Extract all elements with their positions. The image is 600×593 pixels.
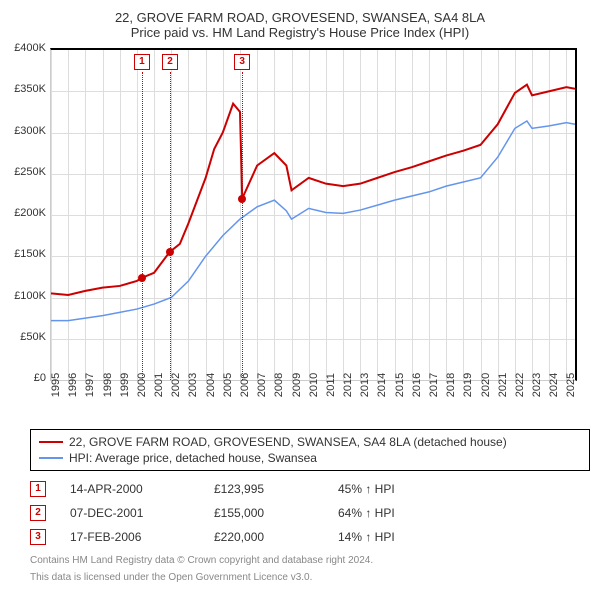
- legend-label: HPI: Average price, detached house, Swan…: [69, 451, 317, 465]
- x-tick-label: 2000: [136, 373, 148, 397]
- transaction-vs-hpi: 14% ↑ HPI: [338, 530, 395, 544]
- x-tick-label: 1995: [50, 373, 62, 397]
- x-tick-label: 2005: [222, 373, 234, 397]
- marker-line: [242, 72, 243, 380]
- transaction-marker-icon: 1: [30, 481, 46, 497]
- transaction-date: 14-APR-2000: [70, 482, 190, 496]
- marker-line: [170, 72, 171, 380]
- x-tick-label: 2018: [445, 373, 457, 397]
- legend-swatch: [39, 441, 63, 443]
- transaction-vs-hpi: 45% ↑ HPI: [338, 482, 395, 496]
- legend-row: HPI: Average price, detached house, Swan…: [39, 450, 581, 466]
- transaction-row: 3 17-FEB-2006 £220,000 14% ↑ HPI: [30, 525, 590, 549]
- marker-box: 1: [134, 54, 150, 70]
- y-tick-label: £50K: [20, 331, 46, 343]
- marker-line: [142, 72, 143, 380]
- x-tick-label: 2002: [170, 373, 182, 397]
- transaction-vs-hpi: 64% ↑ HPI: [338, 506, 395, 520]
- marker-dot: [238, 195, 246, 203]
- footnote-licence: This data is licensed under the Open Gov…: [30, 572, 590, 583]
- transaction-row: 1 14-APR-2000 £123,995 45% ↑ HPI: [30, 477, 590, 501]
- footnote-copyright: Contains HM Land Registry data © Crown c…: [30, 555, 590, 566]
- x-tick-label: 1996: [67, 373, 79, 397]
- y-tick-label: £400K: [14, 42, 46, 54]
- x-tick-label: 2001: [153, 373, 165, 397]
- chart-svg: [51, 50, 575, 380]
- x-axis: 1995199619971998199920002001200220032004…: [50, 381, 574, 421]
- y-tick-label: £150K: [14, 248, 46, 260]
- transaction-price: £220,000: [214, 530, 314, 544]
- x-tick-label: 2025: [565, 373, 577, 397]
- transaction-price: £123,995: [214, 482, 314, 496]
- transaction-row: 2 07-DEC-2001 £155,000 64% ↑ HPI: [30, 501, 590, 525]
- x-tick-label: 2017: [428, 373, 440, 397]
- legend: 22, GROVE FARM ROAD, GROVESEND, SWANSEA,…: [30, 429, 590, 471]
- x-tick-label: 1997: [84, 373, 96, 397]
- x-tick-label: 2011: [325, 373, 337, 397]
- legend-label: 22, GROVE FARM ROAD, GROVESEND, SWANSEA,…: [69, 435, 507, 449]
- plot-frame: 12 3: [50, 48, 577, 381]
- marker-dot: [138, 274, 146, 282]
- x-tick-label: 2015: [394, 373, 406, 397]
- y-tick-label: £0: [34, 372, 46, 384]
- title-subtitle: Price paid vs. HM Land Registry's House …: [10, 25, 590, 40]
- y-tick-label: £250K: [14, 166, 46, 178]
- x-tick-label: 2004: [205, 373, 217, 397]
- chart-area: £0£50K£100K£150K£200K£250K£300K£350K£400…: [10, 48, 590, 381]
- x-tick-label: 2009: [291, 373, 303, 397]
- legend-swatch: [39, 457, 63, 459]
- x-tick-label: 2007: [256, 373, 268, 397]
- x-tick-label: 2019: [462, 373, 474, 397]
- marker-box: 3: [234, 54, 250, 70]
- x-tick-label: 2023: [531, 373, 543, 397]
- x-tick-label: 2021: [497, 373, 509, 397]
- y-tick-label: £300K: [14, 125, 46, 137]
- transactions-table: 1 14-APR-2000 £123,995 45% ↑ HPI 2 07-DEC-200…: [30, 477, 590, 549]
- legend-row: 22, GROVE FARM ROAD, GROVESEND, SWANSEA,…: [39, 434, 581, 450]
- marker-dot: [166, 248, 174, 256]
- y-tick-label: £200K: [14, 207, 46, 219]
- x-tick-label: 2024: [548, 373, 560, 397]
- x-tick-label: 2008: [273, 373, 285, 397]
- title-address: 22, GROVE FARM ROAD, GROVESEND, SWANSEA,…: [10, 10, 590, 25]
- x-tick-label: 2012: [342, 373, 354, 397]
- x-tick-label: 2016: [411, 373, 423, 397]
- transaction-marker-icon: 2: [30, 505, 46, 521]
- x-tick-label: 2003: [187, 373, 199, 397]
- x-tick-label: 2006: [239, 373, 251, 397]
- x-tick-label: 2022: [514, 373, 526, 397]
- y-tick-label: £350K: [14, 83, 46, 95]
- x-tick-label: 1998: [102, 373, 114, 397]
- series-hpi: [51, 121, 575, 321]
- y-tick-label: £100K: [14, 290, 46, 302]
- x-tick-label: 1999: [119, 373, 131, 397]
- transaction-date: 07-DEC-2001: [70, 506, 190, 520]
- x-tick-label: 2010: [308, 373, 320, 397]
- transaction-price: £155,000: [214, 506, 314, 520]
- x-tick-label: 2014: [376, 373, 388, 397]
- marker-box: 2: [162, 54, 178, 70]
- transaction-date: 17-FEB-2006: [70, 530, 190, 544]
- series-property: [51, 85, 575, 295]
- transaction-marker-icon: 3: [30, 529, 46, 545]
- x-tick-label: 2020: [480, 373, 492, 397]
- y-axis: £0£50K£100K£150K£200K£250K£300K£350K£400…: [10, 48, 50, 378]
- x-tick-label: 2013: [359, 373, 371, 397]
